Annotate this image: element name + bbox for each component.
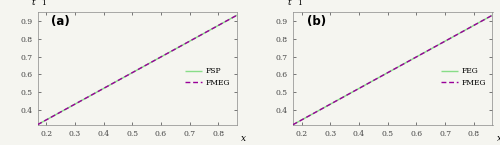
Line: FEG: FEG [293,15,492,125]
FEG [369,80,375,82]
FMEG [435,44,441,46]
FMEG [490,14,496,16]
Text: 1: 1 [42,0,46,7]
Text: (b): (b) [307,15,326,28]
FMEG [34,124,40,126]
Text: x: x [496,134,500,143]
FMEG [178,45,184,47]
FSP [34,124,40,126]
Text: x: x [241,134,246,143]
FMEG [114,80,119,82]
FMEG [314,111,320,112]
FEG [314,111,320,112]
Text: (a): (a) [52,15,70,28]
FEG [434,45,440,47]
FEG [290,124,296,126]
FMEG [100,88,105,90]
FEG [416,55,422,57]
FMEG [160,55,166,57]
FSP [160,55,166,57]
FEG [355,88,361,90]
FMEG [290,124,296,126]
Text: t: t [32,0,35,7]
Legend: FSP, FMEG: FSP, FMEG [184,67,231,88]
FSP [114,80,119,82]
FMEG [180,44,186,46]
FSP [100,88,105,90]
FSP [180,44,186,46]
Text: 1: 1 [297,0,302,7]
FSP [234,14,240,16]
FSP [178,45,184,47]
FSP [58,111,64,112]
Line: FSP: FSP [38,15,237,125]
FEG [435,44,441,46]
FMEG [58,111,64,112]
FEG [490,14,496,16]
Text: t: t [288,0,291,7]
Legend: FEG, FMEG: FEG, FMEG [440,67,486,88]
FMEG [416,55,422,57]
Line: FMEG: FMEG [293,15,492,125]
FMEG [234,14,240,16]
FMEG [434,45,440,47]
FMEG [369,80,375,82]
Line: FMEG: FMEG [38,15,237,125]
FMEG [355,88,361,90]
